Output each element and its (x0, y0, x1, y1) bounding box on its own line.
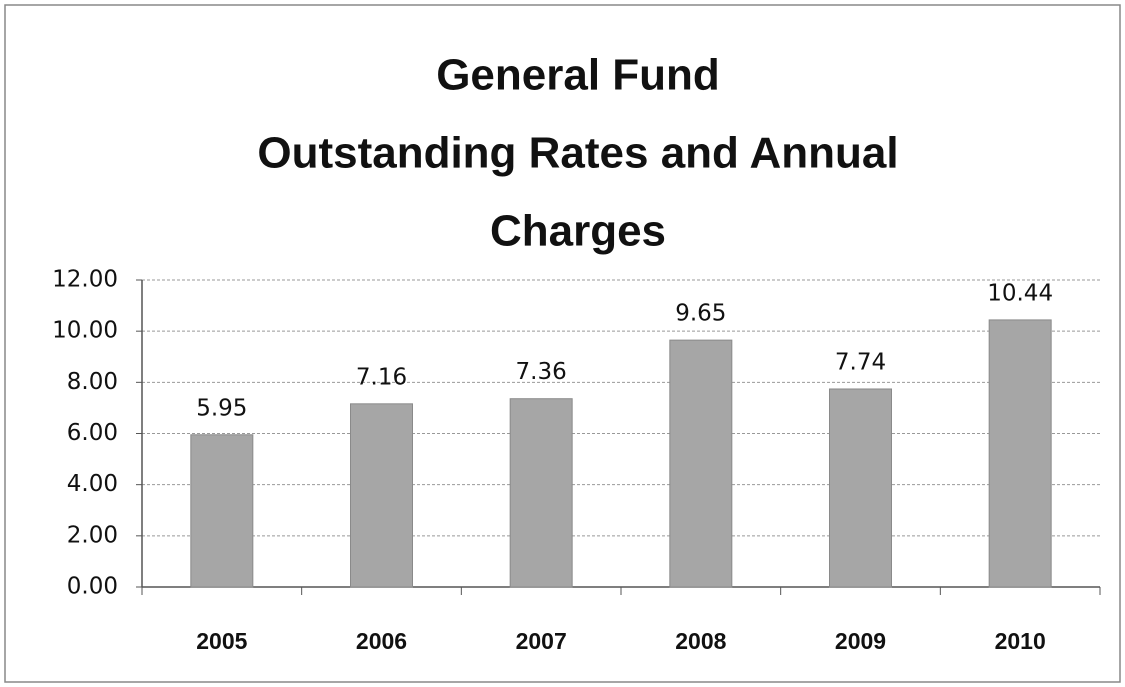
x-tick-label: 2008 (675, 628, 726, 654)
data-label: 9.65 (675, 301, 726, 327)
x-tick-label: 2010 (995, 628, 1046, 654)
x-tick-label: 2005 (196, 628, 247, 654)
y-tick-label: 12.00 (52, 267, 118, 293)
x-tick-label: 2007 (516, 628, 567, 654)
x-tick-label: 2006 (356, 628, 407, 654)
x-tick-label: 2009 (835, 628, 886, 654)
bar (988, 319, 1052, 588)
chart-title: General Fund (436, 51, 720, 100)
y-tick-label: 8.00 (67, 369, 118, 395)
y-tick-label: 10.00 (52, 318, 118, 344)
bar (350, 403, 413, 588)
y-tick-label: 4.00 (67, 471, 118, 497)
y-tick-label: 6.00 (67, 420, 118, 446)
bar (509, 398, 573, 588)
chart-title: Charges (490, 207, 666, 256)
chart-border (4, 4, 1121, 683)
bar (669, 339, 733, 588)
data-label: 7.36 (516, 359, 567, 385)
data-label: 5.95 (196, 395, 247, 421)
chart-title: Outstanding Rates and Annual (257, 129, 898, 178)
data-label: 7.74 (835, 349, 886, 375)
data-label: 10.44 (987, 280, 1053, 306)
y-tick-label: 0.00 (67, 574, 118, 600)
y-tick-label: 2.00 (67, 522, 118, 548)
data-label: 7.16 (356, 364, 407, 390)
bar (190, 434, 254, 588)
bar (829, 388, 892, 588)
